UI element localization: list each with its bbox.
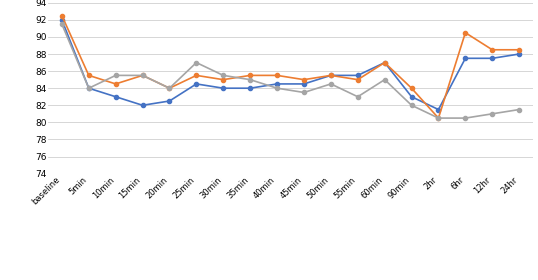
L	[301, 78, 307, 81]
B	[59, 18, 65, 22]
R	[220, 74, 226, 77]
L	[328, 74, 334, 77]
R	[408, 104, 415, 107]
L	[86, 74, 92, 77]
B	[247, 87, 253, 90]
L	[408, 87, 415, 90]
R	[86, 87, 92, 90]
B	[166, 99, 173, 103]
B	[220, 87, 226, 90]
Line: R: R	[60, 22, 521, 120]
Line: B: B	[60, 18, 521, 112]
B	[301, 82, 307, 86]
R	[301, 91, 307, 94]
B	[435, 108, 442, 111]
L	[355, 78, 361, 81]
L	[489, 48, 495, 52]
Line: L: L	[60, 13, 521, 120]
B	[355, 74, 361, 77]
B	[193, 82, 200, 86]
L	[381, 61, 388, 64]
R	[193, 61, 200, 64]
R	[247, 78, 253, 81]
R	[516, 108, 522, 111]
B	[462, 57, 469, 60]
B	[381, 61, 388, 64]
B	[139, 104, 146, 107]
L	[166, 87, 173, 90]
B	[516, 52, 522, 56]
R	[274, 87, 280, 90]
B	[489, 57, 495, 60]
L	[112, 82, 119, 86]
L	[274, 74, 280, 77]
B	[112, 95, 119, 99]
L	[139, 74, 146, 77]
R	[166, 87, 173, 90]
L	[247, 74, 253, 77]
R	[328, 82, 334, 86]
B	[408, 95, 415, 99]
R	[59, 22, 65, 26]
R	[489, 112, 495, 116]
L	[516, 48, 522, 52]
L	[59, 14, 65, 17]
R	[462, 116, 469, 120]
B	[328, 74, 334, 77]
R	[112, 74, 119, 77]
Legend: B, L, R: B, L, R	[233, 278, 348, 280]
B	[86, 87, 92, 90]
L	[193, 74, 200, 77]
R	[435, 116, 442, 120]
R	[355, 95, 361, 99]
R	[381, 78, 388, 81]
B	[274, 82, 280, 86]
L	[435, 116, 442, 120]
R	[139, 74, 146, 77]
L	[462, 31, 469, 34]
L	[220, 78, 226, 81]
